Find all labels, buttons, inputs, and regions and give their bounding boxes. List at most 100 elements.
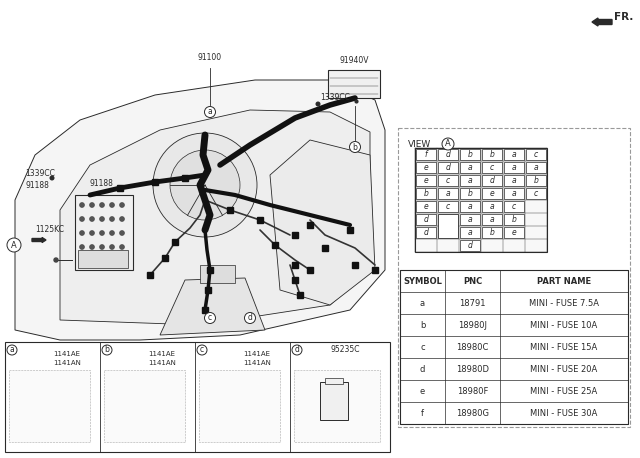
Bar <box>292 262 298 268</box>
Text: MINI - FUSE 15A: MINI - FUSE 15A <box>531 343 598 351</box>
Text: d: d <box>420 365 425 374</box>
Text: c: c <box>420 343 425 351</box>
Bar <box>400 270 628 424</box>
Bar <box>292 277 298 283</box>
Text: a: a <box>534 163 538 172</box>
Bar <box>328 70 380 98</box>
Bar <box>207 267 213 273</box>
Text: FR.: FR. <box>614 12 634 22</box>
FancyBboxPatch shape <box>438 188 458 199</box>
Bar <box>104 370 185 442</box>
Bar <box>294 370 380 442</box>
Text: 1141AE: 1141AE <box>53 351 80 357</box>
Text: 91188: 91188 <box>89 179 113 188</box>
FancyBboxPatch shape <box>460 240 480 251</box>
Circle shape <box>90 230 95 235</box>
Text: c: c <box>490 163 494 172</box>
Bar <box>257 217 263 223</box>
Bar <box>227 207 233 213</box>
Text: a: a <box>10 345 14 354</box>
FancyBboxPatch shape <box>482 201 502 212</box>
Bar <box>75 195 133 270</box>
Polygon shape <box>270 140 375 305</box>
Text: 18980D: 18980D <box>456 365 489 374</box>
Text: b: b <box>420 321 425 329</box>
Text: a: a <box>512 189 516 198</box>
Text: d: d <box>468 241 472 250</box>
FancyBboxPatch shape <box>526 188 546 199</box>
Bar <box>5 342 390 452</box>
Circle shape <box>102 345 112 355</box>
Bar <box>307 222 313 228</box>
Circle shape <box>197 345 207 355</box>
Text: e: e <box>420 387 425 396</box>
Bar <box>202 307 208 313</box>
Circle shape <box>292 345 302 355</box>
Bar <box>78 250 128 268</box>
Circle shape <box>99 217 104 222</box>
Circle shape <box>205 107 216 118</box>
Text: a: a <box>512 163 516 172</box>
Text: a: a <box>468 228 472 237</box>
Circle shape <box>316 102 320 106</box>
FancyBboxPatch shape <box>482 227 502 238</box>
Circle shape <box>99 202 104 207</box>
Circle shape <box>109 230 115 235</box>
Bar <box>322 245 328 251</box>
Bar <box>147 272 153 278</box>
Text: 95235C: 95235C <box>330 345 360 354</box>
Text: a: a <box>490 215 494 224</box>
FancyBboxPatch shape <box>504 162 524 173</box>
Polygon shape <box>160 278 265 335</box>
Circle shape <box>120 202 125 207</box>
Text: 18791: 18791 <box>460 299 486 307</box>
Circle shape <box>79 202 84 207</box>
Text: c: c <box>200 345 204 354</box>
Text: 1339CC: 1339CC <box>25 169 55 178</box>
FancyArrow shape <box>592 18 612 26</box>
Text: d: d <box>490 176 495 185</box>
Circle shape <box>109 217 115 222</box>
FancyBboxPatch shape <box>398 128 630 427</box>
Circle shape <box>120 230 125 235</box>
FancyBboxPatch shape <box>416 175 436 186</box>
Bar <box>292 232 298 238</box>
Text: c: c <box>512 202 516 211</box>
Bar <box>347 227 353 233</box>
Text: a: a <box>445 189 451 198</box>
Bar <box>372 267 378 273</box>
Text: f: f <box>421 409 424 418</box>
Text: e: e <box>490 189 494 198</box>
FancyBboxPatch shape <box>416 227 436 238</box>
FancyBboxPatch shape <box>438 149 458 160</box>
Text: 91100: 91100 <box>198 53 222 62</box>
FancyBboxPatch shape <box>438 175 458 186</box>
FancyBboxPatch shape <box>482 188 502 199</box>
Text: a: a <box>468 202 472 211</box>
Text: e: e <box>424 176 428 185</box>
Circle shape <box>99 245 104 250</box>
FancyArrow shape <box>32 238 46 242</box>
FancyBboxPatch shape <box>504 175 524 186</box>
Text: 1125KC: 1125KC <box>35 225 64 234</box>
Text: 1141AN: 1141AN <box>53 360 81 366</box>
Text: 1141AE: 1141AE <box>243 351 270 357</box>
Text: MINI - FUSE 20A: MINI - FUSE 20A <box>531 365 598 374</box>
Text: SYMBOL: SYMBOL <box>403 277 442 285</box>
FancyBboxPatch shape <box>504 149 524 160</box>
Text: 18980J: 18980J <box>458 321 487 329</box>
Text: a: a <box>468 163 472 172</box>
Text: e: e <box>511 228 516 237</box>
Text: 91940V: 91940V <box>339 56 369 65</box>
Text: a: a <box>468 215 472 224</box>
Text: 18980F: 18980F <box>457 387 488 396</box>
Text: 1141AN: 1141AN <box>148 360 176 366</box>
Bar <box>297 292 303 298</box>
Text: a: a <box>420 299 425 307</box>
Text: c: c <box>534 150 538 159</box>
Circle shape <box>99 230 104 235</box>
Text: b: b <box>104 345 109 354</box>
Text: b: b <box>468 189 472 198</box>
Text: a: a <box>490 202 494 211</box>
FancyBboxPatch shape <box>504 214 524 225</box>
